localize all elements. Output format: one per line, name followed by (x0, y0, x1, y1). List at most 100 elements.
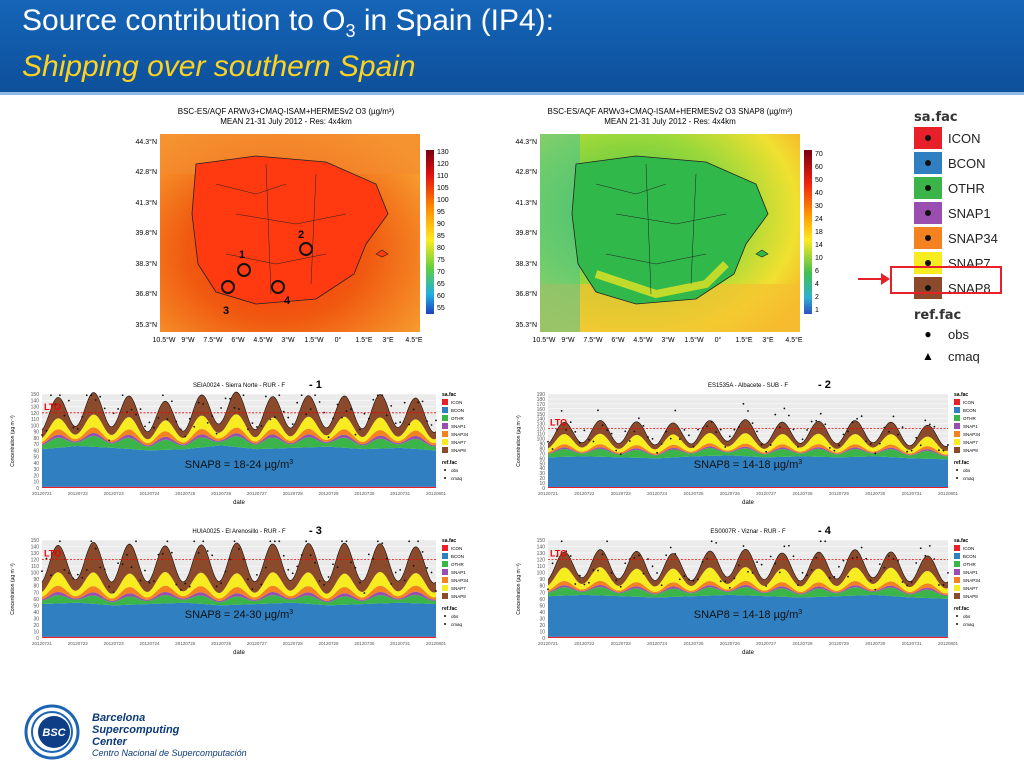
obs-point (674, 409, 677, 412)
mini-ref-marker (444, 623, 446, 625)
obs-point (269, 540, 272, 543)
x-tick-label: 20120729 (319, 491, 340, 496)
obs-point (574, 430, 577, 433)
y-tick-label: 80 (539, 584, 545, 590)
obs-point (947, 444, 949, 446)
svg-text:42.8°N: 42.8°N (136, 168, 157, 176)
svg-text:85: 85 (437, 233, 445, 240)
obs-point (692, 445, 695, 448)
obs-point (606, 429, 608, 432)
y-tick-label: 100 (537, 437, 546, 443)
x-tick-label: 20120729 (319, 641, 340, 646)
obs-point (919, 547, 922, 550)
obs-point (184, 435, 187, 438)
obs-point (238, 548, 240, 550)
svg-text:4.5°E: 4.5°E (405, 336, 423, 344)
mini-legend-title: sa.fac (954, 392, 968, 398)
obs-point (647, 436, 649, 439)
obs-point (728, 586, 731, 589)
obs-point (724, 580, 727, 583)
obs-point (733, 428, 736, 431)
obs-point (674, 552, 677, 555)
obs-point (130, 566, 133, 569)
obs-point (197, 401, 200, 404)
mini-legend-swatch (442, 447, 448, 453)
obs-point (878, 563, 881, 566)
obs-point (897, 433, 899, 436)
obs-point (665, 430, 668, 433)
obs-point (264, 395, 267, 398)
series-area-icon (42, 636, 436, 638)
svg-text:100: 100 (437, 197, 449, 204)
obs-point (860, 546, 863, 549)
obs-point (933, 425, 936, 428)
series-area-snap7 (548, 433, 948, 455)
obs-point (692, 579, 695, 582)
obs-point (624, 430, 627, 433)
legend-item-snap34: SNAP34 (914, 226, 1010, 250)
obs-point (421, 551, 424, 553)
obs-point (865, 440, 868, 443)
obs-point (103, 407, 106, 410)
x-tick-label: 20120727 (247, 641, 268, 646)
obs-point (323, 583, 325, 586)
svg-text:9°W: 9°W (181, 336, 195, 344)
series-area-snap1 (548, 446, 948, 457)
obs-point (108, 585, 111, 588)
obs-point (865, 557, 868, 560)
obs-point (719, 428, 722, 431)
obs-point (642, 424, 645, 427)
cmaq-marker-icon: ▲ (922, 349, 934, 363)
obs-point (224, 570, 227, 573)
obs-point (733, 577, 736, 580)
obs-point (376, 394, 379, 397)
svg-text:41.3°N: 41.3°N (136, 199, 157, 207)
obs-point (296, 401, 299, 404)
x-axis-label: date (233, 500, 245, 506)
legend-swatch (914, 252, 942, 274)
map-left-title-2: MEAN 21-31 July 2012 - Res: 4x4km (220, 117, 352, 126)
obs-point (211, 554, 214, 557)
mini-legend-swatch (954, 423, 960, 429)
obs-point (206, 550, 209, 552)
obs-point (305, 540, 308, 543)
cmaq-line (41, 391, 437, 433)
svg-text:1.5°W: 1.5°W (684, 336, 704, 344)
y-tick-label: 110 (537, 432, 545, 438)
obs-point (85, 394, 88, 397)
obs-point (126, 553, 128, 556)
y-tick-label: 170 (537, 402, 546, 408)
obs-point (824, 423, 827, 426)
obs-point (269, 418, 272, 421)
obs-point (842, 559, 845, 562)
obs-point (810, 569, 813, 571)
mini-legend-label: BCON (451, 408, 464, 413)
x-tick-label: 20120723 (611, 641, 632, 646)
mini-legend-title: sa.fac (442, 392, 456, 398)
obs-point (282, 410, 285, 413)
x-tick-label: 20120726 (211, 491, 232, 496)
obs-point (220, 582, 222, 585)
obs-point (336, 566, 339, 569)
y-tick-label: 60 (33, 597, 39, 603)
legend-title: sa.fac (914, 110, 958, 125)
obs-point (305, 413, 308, 416)
y-tick-label: 10 (33, 629, 39, 635)
y-tick-label: 110 (31, 417, 39, 423)
obs-point (144, 569, 146, 572)
obs-point (385, 414, 388, 417)
obs-point (278, 394, 281, 397)
obs-point (287, 568, 290, 571)
obs-point (901, 426, 904, 429)
x-tick-label: 20120725 (683, 491, 704, 496)
svg-text:95: 95 (437, 209, 445, 216)
series-area-othr (42, 435, 436, 451)
obs-point (778, 571, 781, 574)
obs-point (76, 573, 79, 576)
obs-point (148, 421, 151, 424)
obs-point (59, 540, 61, 543)
x-tick-label: 20120728 (793, 491, 814, 496)
mini-ref-marker (956, 469, 958, 471)
mini-legend-swatch (442, 431, 448, 437)
obs-point (551, 448, 554, 450)
